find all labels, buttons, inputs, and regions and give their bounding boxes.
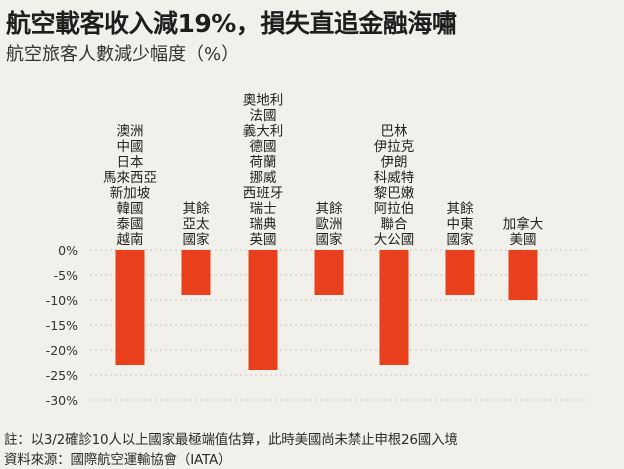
bar	[379, 250, 409, 365]
category-label: 國家	[447, 231, 474, 248]
category-label: 亞太	[183, 217, 210, 233]
bar	[508, 250, 538, 300]
category-label: 法國	[250, 108, 277, 124]
category-label: 瑞典	[250, 217, 277, 233]
y-tick-label: -30%	[46, 393, 78, 408]
bar	[314, 250, 344, 295]
category-label: 科威特	[374, 170, 415, 186]
category-label: 加拿大	[503, 216, 544, 233]
chart-subtitle: 航空旅客人數減少幅度（%）	[6, 44, 240, 65]
category-label: 美國	[510, 232, 537, 248]
category-label: 義大利	[243, 123, 284, 140]
footnote: 註：以3/2確診10人以上國家最極端值估算，此時美國尚未禁止申根26國入境	[4, 432, 458, 448]
y-tick-label: -5%	[54, 268, 78, 283]
category-label: 越南	[117, 232, 144, 248]
category-label: 新加坡	[110, 186, 151, 202]
bar	[181, 250, 211, 295]
bar	[445, 250, 475, 295]
y-tick-label: 0%	[58, 243, 78, 258]
y-tick-label: -25%	[46, 368, 78, 383]
category-label: 韓國	[117, 201, 144, 217]
category-label: 德國	[250, 139, 277, 155]
category-label: 西班牙	[243, 186, 284, 202]
bars	[115, 250, 538, 370]
bar	[115, 250, 145, 365]
y-tick-label: -10%	[46, 293, 78, 308]
category-label: 瑞士	[250, 201, 277, 217]
category-label: 國家	[183, 231, 210, 248]
category-label: 中東	[447, 217, 474, 233]
y-tick-label: -15%	[46, 318, 78, 333]
category-label: 奧地利	[243, 93, 284, 109]
category-label: 歐洲	[316, 217, 343, 233]
category-label: 泰國	[117, 217, 144, 233]
category-label: 其餘	[447, 200, 474, 217]
category-label: 挪威	[250, 170, 277, 186]
category-label: 中國	[117, 139, 144, 155]
chart-title: 航空載客收入減19%，損失直追金融海嘯	[6, 9, 457, 38]
category-label: 伊朗	[381, 155, 408, 171]
category-label: 馬來西亞	[103, 170, 157, 186]
bar	[248, 250, 278, 370]
category-label: 巴林	[381, 124, 408, 140]
category-label: 澳洲	[117, 124, 144, 140]
category-label: 其餘	[183, 200, 210, 217]
category-label: 英國	[250, 231, 277, 248]
y-tick-label: -20%	[46, 343, 78, 358]
category-label: 其餘	[316, 200, 343, 217]
category-label: 大公國	[374, 232, 415, 248]
y-tick-labels: 0% -5% -10% -15% -20% -25% -30%	[46, 243, 78, 408]
category-label: 荷蘭	[250, 155, 277, 171]
category-label: 黎巴嫩	[374, 186, 415, 202]
category-label: 國家	[316, 231, 343, 248]
category-label: 阿拉伯	[374, 201, 415, 217]
category-labels: 澳洲中國日本馬來西亞新加坡韓國泰國越南其餘亞太國家奧地利法國義大利德國荷蘭挪威西…	[103, 93, 543, 249]
source-note: 資料來源：國際航空運輸協會（IATA）	[4, 452, 232, 468]
category-label: 伊拉克	[374, 139, 415, 155]
category-label: 聯合	[381, 217, 408, 233]
category-label: 日本	[117, 155, 144, 171]
